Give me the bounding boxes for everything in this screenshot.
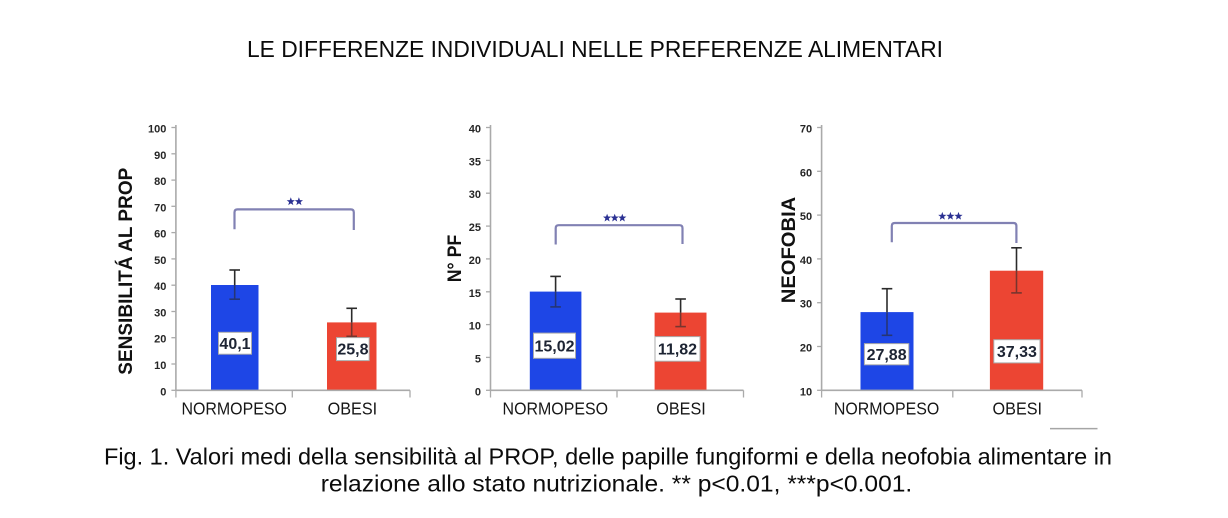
svg-text:11,82: 11,82 <box>658 342 697 359</box>
svg-text:SENSIBILITÁ AL PROP: SENSIBILITÁ AL PROP <box>115 167 137 374</box>
svg-text:40,1: 40,1 <box>219 336 250 353</box>
svg-text:100: 100 <box>148 124 166 136</box>
svg-text:NORMOPESO: NORMOPESO <box>503 398 609 418</box>
svg-text:20: 20 <box>800 343 812 355</box>
svg-text:10: 10 <box>469 321 481 333</box>
svg-text:relazione allo stato nutrizion: relazione allo stato nutrizionale. ** p<… <box>321 470 913 496</box>
svg-text:OBESI: OBESI <box>656 398 706 418</box>
svg-text:50: 50 <box>800 211 812 223</box>
svg-text:25: 25 <box>469 222 481 234</box>
svg-text:90: 90 <box>154 150 166 162</box>
svg-text:40: 40 <box>154 281 166 293</box>
svg-text:NORMOPESO: NORMOPESO <box>834 398 940 418</box>
svg-text:LE DIFFERENZE INDIVIDUALI NELL: LE DIFFERENZE INDIVIDUALI NELLE PREFEREN… <box>247 36 943 62</box>
svg-text:35: 35 <box>469 156 481 168</box>
svg-text:50: 50 <box>154 255 166 267</box>
svg-text:Fig. 1. Valori medi della sens: Fig. 1. Valori medi della sensibilità al… <box>104 443 1112 469</box>
svg-text:25,8: 25,8 <box>337 342 368 359</box>
svg-text:30: 30 <box>154 308 166 320</box>
svg-text:N° PF: N° PF <box>445 235 466 283</box>
svg-text:30: 30 <box>469 189 481 201</box>
svg-text:15: 15 <box>469 288 481 300</box>
svg-text:20: 20 <box>154 334 166 346</box>
svg-text:NORMOPESO: NORMOPESO <box>181 398 287 418</box>
svg-text:20: 20 <box>469 255 481 267</box>
svg-text:60: 60 <box>154 229 166 241</box>
svg-text:NEOFOBIA: NEOFOBIA <box>779 196 800 303</box>
svg-text:OBESI: OBESI <box>993 398 1043 418</box>
svg-text:37,33: 37,33 <box>997 344 1037 361</box>
svg-text:5: 5 <box>475 353 481 365</box>
svg-text:10: 10 <box>800 386 812 398</box>
svg-text:OBESI: OBESI <box>328 398 378 418</box>
svg-text:40: 40 <box>469 124 481 136</box>
svg-text:70: 70 <box>800 124 812 136</box>
svg-text:40: 40 <box>800 255 812 267</box>
svg-text:30: 30 <box>800 299 812 311</box>
svg-text:60: 60 <box>800 167 812 179</box>
svg-text:0: 0 <box>475 386 481 398</box>
svg-text:80: 80 <box>154 176 166 188</box>
svg-text:70: 70 <box>154 202 166 214</box>
svg-text:27,88: 27,88 <box>867 347 907 364</box>
svg-text:0: 0 <box>160 386 166 398</box>
svg-text:15,02: 15,02 <box>534 338 574 355</box>
svg-text:10: 10 <box>154 360 166 372</box>
